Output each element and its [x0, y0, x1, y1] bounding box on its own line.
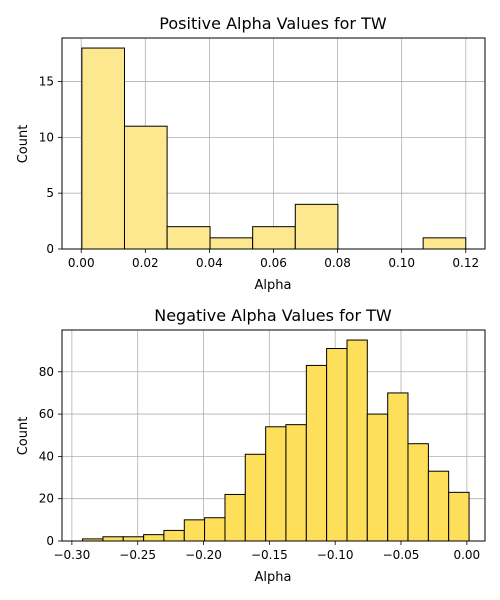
x-tick-label: −0.05 [383, 548, 420, 562]
histogram-bar [122, 536, 145, 542]
histogram-bar [427, 470, 450, 542]
x-tick-label: −0.25 [119, 548, 156, 562]
x-tick-label: −0.10 [317, 548, 354, 562]
histogram-bar [81, 47, 125, 250]
plot-area-frame [61, 329, 486, 542]
chart-title: Negative Alpha Values for TW [154, 306, 392, 325]
y-tick-label: 0 [46, 534, 54, 548]
x-tick-label: −0.30 [53, 548, 90, 562]
histogram-bar [244, 453, 267, 542]
x-tick-label: 0.04 [196, 256, 223, 270]
histogram-bar [285, 424, 307, 542]
x-tick-label: 0.02 [132, 256, 159, 270]
y-axis-label: Count [16, 417, 31, 456]
y-ticks: 0 20 40 60 80 [39, 365, 62, 548]
x-tick-label: 0.00 [453, 548, 480, 562]
histogram-bar [204, 517, 226, 542]
histogram-bar [422, 237, 467, 250]
histogram-bar [305, 364, 328, 542]
chart-positive-alpha: Positive Alpha Values for TW 0.00 0.02 0.0… [16, 14, 486, 293]
bars [81, 47, 467, 250]
histogram-bar [387, 392, 409, 542]
grid [62, 38, 485, 250]
x-axis-label: Alpha [255, 570, 292, 585]
chart-negative-alpha: Negative Alpha Values for TW −0.30 −0.25−… [16, 306, 486, 585]
y-tick-label: 80 [39, 365, 54, 379]
histogram-bar [407, 443, 429, 542]
histogram-bar [123, 125, 168, 250]
y-ticks: 0 5 10 15 [39, 75, 62, 256]
histogram-bar [209, 237, 254, 250]
histogram-bar [366, 413, 389, 542]
x-tick-label: −0.15 [251, 548, 288, 562]
y-tick-label: 40 [39, 449, 54, 463]
x-ticks: −0.30 −0.25 −0.20 −0.15 −0.10 −0.05 0.00 [53, 541, 480, 562]
x-tick-label: 0.12 [452, 256, 479, 270]
x-tick-label: 0.10 [388, 256, 415, 270]
histogram-bar [265, 426, 287, 542]
x-tick-label: 0.06 [260, 256, 287, 270]
x-tick-label: 0.08 [324, 256, 351, 270]
y-tick-label: 10 [39, 130, 54, 144]
y-tick-label: 5 [46, 186, 54, 200]
y-tick-label: 0 [46, 242, 54, 256]
y-axis-label: Count [16, 125, 31, 164]
histogram-bar [163, 529, 185, 542]
x-tick-label: 0.00 [68, 256, 95, 270]
histogram-bar [252, 226, 296, 250]
histogram-bar [346, 339, 368, 542]
histogram-bar [143, 534, 165, 542]
y-tick-label: 60 [39, 407, 54, 421]
x-axis-label: Alpha [255, 278, 292, 293]
x-tick-label: −0.20 [185, 548, 222, 562]
y-tick-label: 15 [39, 75, 54, 89]
histogram-bar [294, 203, 339, 250]
histogram-bar [448, 491, 470, 542]
chart-title: Positive Alpha Values for TW [159, 14, 387, 33]
histogram-bar [183, 519, 206, 542]
bars [82, 339, 470, 542]
histogram-bar [102, 536, 124, 542]
y-tick-label: 20 [39, 492, 54, 506]
x-ticks: 0.00 0.02 0.04 0.06 0.08 0.10 0.12 [68, 249, 479, 270]
histogram-bar [224, 493, 246, 542]
histogram-bar [166, 226, 211, 250]
histogram-bar [326, 348, 348, 542]
